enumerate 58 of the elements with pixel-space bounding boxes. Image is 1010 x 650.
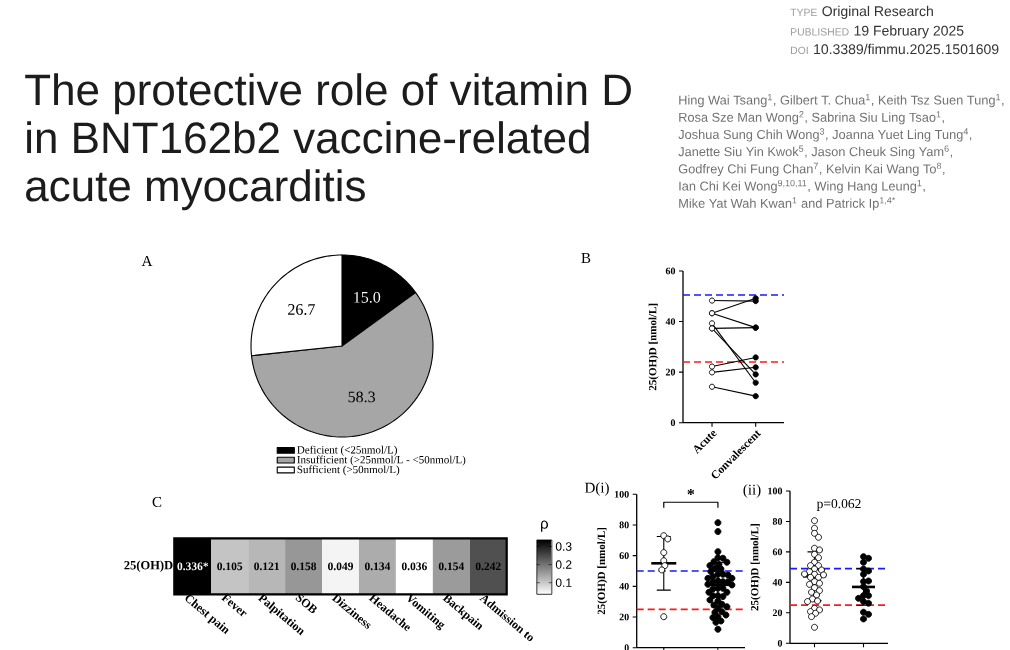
data-label: 0.049 [328,562,354,571]
y-tick-label: 0 [670,419,676,427]
chart-title: B [581,253,591,263]
color-bar-label: 0.1 [555,578,572,587]
y-tick-label: 60 [619,552,629,560]
y-tick-label: 100 [614,490,629,498]
annotation: p=0.062 [816,499,861,511]
annotation: * [687,489,695,496]
chart-title: D(i) [584,482,609,496]
y-tick-label: 100 [768,487,783,495]
y-tick-label: 20 [619,613,629,621]
data-label: 0.242 [475,562,501,571]
y-axis-title: 25(OH)D [nmol/L] [648,303,659,391]
y-tick-label: 40 [619,582,629,590]
data-label: 0.336* [177,562,209,571]
data-label: 0.121 [254,562,279,571]
y-tick-label: 40 [772,578,783,586]
color-bar-label: 0.3 [555,542,572,551]
chart-title: (ii) [743,484,761,498]
y-tick-label: 40 [665,318,676,325]
y-tick-label: 80 [772,518,783,525]
data-label: 0.105 [217,562,243,571]
y-tick-label: 20 [772,609,783,617]
chart-title: C [152,496,162,508]
text: 10.3389/fimmu.2025.1501609 [814,43,999,55]
text: DOI [791,46,808,55]
text: PUBLISHED [791,28,849,36]
y-tick-label: 80 [619,521,629,529]
text: Original Research [822,5,933,19]
y-tick-label: 60 [665,267,676,275]
data-label: 0.134 [364,562,391,571]
color-bar-title: ρ [541,520,548,532]
data-label: 26.7 [288,304,315,315]
legend-label: Sufficient (>50nmol/L) [297,465,400,476]
data-label: 15.0 [354,291,381,303]
y-tick-label: 20 [665,368,676,376]
y-tick-label: 60 [772,548,783,556]
text: Rosa Sze Man Wong$^{2}$, Sabrina Siu Ling Tsao$^{1}$, [679,111,944,125]
data-label: 58.3 [348,391,375,403]
data-label: 0.154 [438,562,465,571]
text: Godfrey Chi Fung Chan$^{7}$, Kelvin Kai Wang To$^{8}$, [678,162,945,176]
text: Joshua Sung Chih Wong$^{3}$, Joanna Yuet Ling Tung$^{4}$, [678,128,972,142]
chart-title: A [141,256,153,266]
y-axis-title: 25(OH)D [nmol/L] [597,527,608,615]
y-tick-label: 0 [777,639,783,647]
y-tick-label: 25(OH)D [124,560,173,572]
data-label: 0.036 [401,562,427,571]
legend-label: Insufficient (>25nmol/L - <50nmol/L) [297,455,466,466]
text: The protective role of vitamin D in BNT162b2 vaccine-related acute myocarditis [25,73,631,211]
text: 19 February 2025 [854,25,964,39]
text: Mike Yat Wah Kwan$^{1}$ and Patrick Ip$^{1,4*}$ [679,197,896,211]
text: TYPE [790,8,817,16]
text: Hing Wai Tsang$^{1}$, Gilbert T. Chua$^{1}$, Keith Tsz Suen Tung$^{1}$, [679,93,1004,108]
y-axis-title: 25(OH)D [nmol/L] [750,524,761,611]
text: Janette Siu Yin Kwok$^{5}$, Jason Cheuk Sing Yam$^{6}$, [678,145,952,159]
data-label: 0.158 [291,562,317,571]
legend-label: Deficient (<25nmol/L) [297,445,397,456]
color-bar-label: 0.2 [555,560,572,569]
